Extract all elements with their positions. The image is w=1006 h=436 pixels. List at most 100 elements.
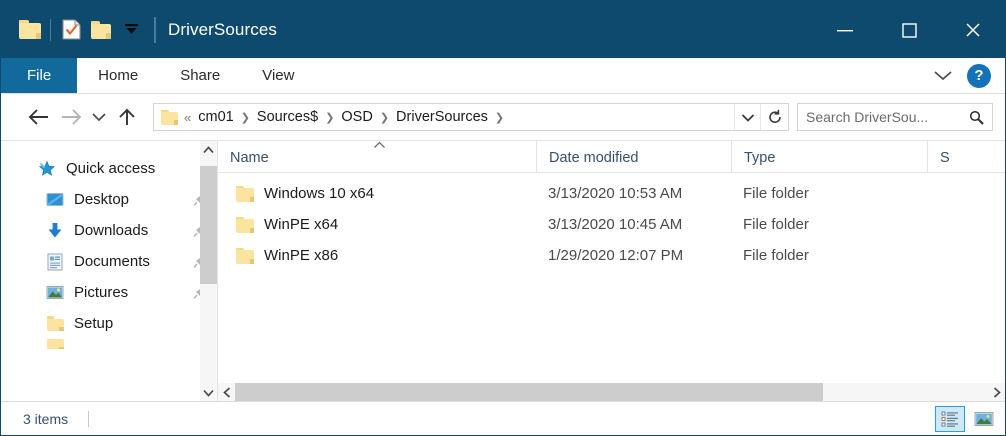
breadcrumb-item-sources[interactable]: Sources$ — [256, 109, 319, 125]
breadcrumb-item-cm01[interactable]: cm01 — [198, 109, 234, 125]
file-list-horizontal-scrollbar[interactable] — [218, 383, 1005, 401]
new-folder-icon — [91, 20, 111, 39]
scroll-up-arrow-icon[interactable] — [200, 141, 217, 158]
table-row[interactable]: Windows 10 x64 3/13/2020 10:53 AM File f… — [218, 178, 1005, 209]
scroll-down-arrow-icon[interactable] — [200, 384, 217, 401]
column-header-label: S — [940, 150, 950, 166]
table-row[interactable]: WinPE x86 1/29/2020 12:07 PM File folder — [218, 240, 1005, 271]
search-input[interactable]: Search DriverSou... — [806, 109, 929, 125]
qat-folder-button[interactable] — [15, 13, 45, 47]
sidebar-item-partial[interactable] — [1, 339, 217, 349]
file-list-pane: Name Date modified Type S — [217, 141, 1005, 401]
refresh-button[interactable] — [760, 104, 788, 130]
row-type-cell: File folder — [743, 247, 809, 264]
address-dropdown-button[interactable] — [734, 104, 760, 130]
back-button[interactable] — [23, 101, 55, 133]
folder-icon — [236, 185, 254, 202]
arrow-left-icon — [28, 109, 48, 125]
large-icons-view-button[interactable] — [969, 406, 999, 432]
scrollbar-track[interactable] — [235, 383, 988, 401]
expand-ribbon-chevron-down-icon[interactable] — [933, 69, 953, 82]
chevron-down-icon — [741, 113, 754, 122]
column-header-type[interactable]: Type — [731, 141, 927, 172]
desktop-icon — [45, 191, 65, 209]
column-header-label: Name — [230, 150, 269, 166]
row-name-cell[interactable]: Windows 10 x64 — [218, 185, 536, 202]
scrollbar-thumb[interactable] — [200, 166, 217, 284]
quick-access-toolbar: DriverSources — [1, 13, 277, 47]
column-header-date-modified[interactable]: Date modified — [536, 141, 731, 172]
sidebar-item-quick-access[interactable]: Quick access — [1, 153, 217, 184]
maximize-button[interactable] — [877, 1, 941, 58]
folder-icon — [45, 315, 65, 333]
sidebar-item-setup[interactable]: Setup — [1, 308, 217, 339]
breadcrumb-separator[interactable]: ❯ — [379, 111, 390, 124]
navigation-pane: Quick access Desktop — [1, 141, 217, 401]
row-name-label: Windows 10 x64 — [264, 185, 375, 202]
breadcrumb-separator[interactable]: ❯ — [240, 111, 250, 124]
up-button[interactable] — [111, 101, 143, 133]
details-view-button[interactable] — [935, 405, 965, 432]
sort-ascending-icon — [373, 141, 386, 149]
tab-home[interactable]: Home — [98, 67, 139, 84]
folder-icon — [45, 339, 65, 349]
column-header-label: Type — [744, 150, 776, 166]
scroll-left-arrow-icon[interactable] — [218, 383, 235, 401]
arrow-up-icon — [119, 108, 135, 125]
minimize-button[interactable] — [813, 1, 877, 58]
ribbon-tabs: File Home Share View ? — [1, 58, 1005, 94]
column-header-label: Date modified — [549, 150, 639, 166]
table-row[interactable]: WinPE x64 3/13/2020 10:45 AM File folder — [218, 209, 1005, 240]
sidebar-item-label: Quick access — [66, 160, 156, 177]
chevron-down-icon — [92, 113, 106, 122]
star-icon — [37, 160, 57, 178]
scrollbar-thumb[interactable] — [235, 383, 823, 401]
row-name-label: WinPE x86 — [264, 247, 339, 264]
sidebar-item-documents[interactable]: Documents — [1, 246, 217, 277]
help-button[interactable]: ? — [967, 63, 991, 88]
breadcrumb-overflow[interactable]: « — [184, 109, 192, 125]
window-controls — [813, 1, 1005, 58]
arrow-right-icon — [62, 109, 82, 125]
row-name-cell[interactable]: WinPE x64 — [218, 216, 536, 233]
row-name-label: WinPE x64 — [264, 216, 339, 233]
folder-icon — [236, 247, 254, 264]
row-date-cell: 1/29/2020 12:07 PM — [548, 247, 684, 264]
qat-new-folder-button[interactable] — [86, 13, 116, 47]
scroll-right-arrow-icon[interactable] — [988, 383, 1005, 401]
address-bar[interactable]: « cm01 ❯ Sources$ ❯ OSD ❯ DriverSources … — [153, 103, 789, 131]
sidebar-item-downloads[interactable]: Downloads — [1, 215, 217, 246]
details-view-icon — [941, 411, 958, 427]
qat-customize-button[interactable] — [116, 13, 146, 47]
tab-view[interactable]: View — [262, 67, 295, 84]
refresh-icon — [768, 109, 781, 123]
qat-divider — [50, 18, 51, 41]
breadcrumb-separator[interactable]: ❯ — [494, 111, 505, 124]
navigation-bar: « cm01 ❯ Sources$ ❯ OSD ❯ DriverSources … — [1, 94, 1005, 140]
sidebar-item-pictures[interactable]: Pictures — [1, 277, 217, 308]
row-name-cell[interactable]: WinPE x86 — [218, 247, 536, 264]
title-bar: DriverSources — [1, 1, 1005, 58]
window-title: DriverSources — [168, 19, 277, 39]
scrollbar-track[interactable] — [200, 158, 217, 384]
recent-locations-button[interactable] — [87, 101, 111, 133]
forward-button[interactable] — [55, 101, 87, 133]
document-icon — [45, 253, 65, 271]
breadcrumb-separator[interactable]: ❯ — [325, 111, 335, 124]
column-header-size[interactable]: S — [927, 141, 1005, 172]
column-headers: Name Date modified Type S — [218, 141, 1005, 173]
column-header-name[interactable]: Name — [218, 141, 536, 172]
close-button[interactable] — [941, 1, 1005, 58]
qat-properties-button[interactable] — [56, 13, 86, 47]
sidebar-vertical-scrollbar[interactable] — [200, 141, 217, 401]
content-area: Quick access Desktop — [1, 140, 1005, 401]
maximize-icon — [902, 22, 917, 38]
sidebar-item-desktop[interactable]: Desktop — [1, 184, 217, 215]
tab-share[interactable]: Share — [180, 67, 221, 84]
breadcrumb-item-driversources[interactable]: DriverSources — [396, 109, 488, 125]
tab-file[interactable]: File — [1, 58, 78, 93]
minimize-icon — [837, 29, 853, 31]
search-box[interactable]: Search DriverSou... — [797, 103, 993, 131]
breadcrumb-item-osd[interactable]: OSD — [341, 109, 373, 125]
search-icon — [969, 110, 984, 125]
